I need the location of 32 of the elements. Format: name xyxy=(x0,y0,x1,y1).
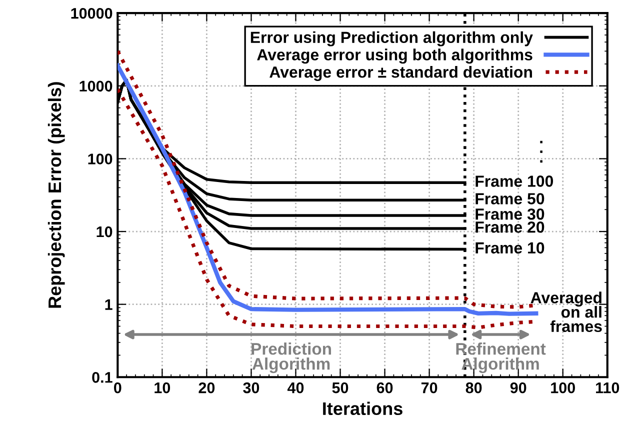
x-tick-label: 60 xyxy=(376,382,393,394)
y-tick-label: 1 xyxy=(105,299,112,310)
x-tick-label: 90 xyxy=(510,382,526,394)
annotation: Refinement Algorithm xyxy=(456,342,546,374)
y-tick-label: 100 xyxy=(88,154,112,164)
legend-label: Error using Prediction algorithm only xyxy=(250,31,533,46)
annotation: Frame 50 xyxy=(476,193,544,204)
x-tick-label: 50 xyxy=(332,382,348,394)
legend-label: Average error ± standard deviation xyxy=(270,66,532,81)
annotation: Averaged on all frames xyxy=(530,292,602,332)
annotation: Frame 30 xyxy=(476,208,544,220)
x-tick-label: 0 xyxy=(114,382,122,394)
y-tick-label: 1000 xyxy=(80,80,112,92)
x-tick-label: 70 xyxy=(421,382,438,394)
annotation: Frame 20 xyxy=(476,221,544,233)
x-tick-label: 80 xyxy=(466,382,482,394)
x-tick-label: 30 xyxy=(243,382,260,394)
y-tick-label: 10000 xyxy=(71,8,112,19)
x-tick-label: 100 xyxy=(551,382,575,394)
x-tick-label: 40 xyxy=(287,382,304,394)
x-tick-label: 20 xyxy=(198,382,215,394)
y-axis-title: Reprojection Error (pixels) xyxy=(48,82,65,308)
y-tick-label: 0.1 xyxy=(92,372,112,383)
x-tick-label: 10 xyxy=(154,382,170,394)
x-tick-label: 110 xyxy=(596,382,620,394)
x-axis-title: Iterations xyxy=(323,402,402,416)
annotation: Prediction Algorithm xyxy=(252,342,332,374)
y-tick-label: 10 xyxy=(96,226,112,238)
annotation: Frame 100 xyxy=(476,176,554,187)
legend-label: Average error using both algorithms xyxy=(257,48,532,64)
annotation: Frame 10 xyxy=(476,242,544,254)
annotation: . . . xyxy=(540,140,542,163)
